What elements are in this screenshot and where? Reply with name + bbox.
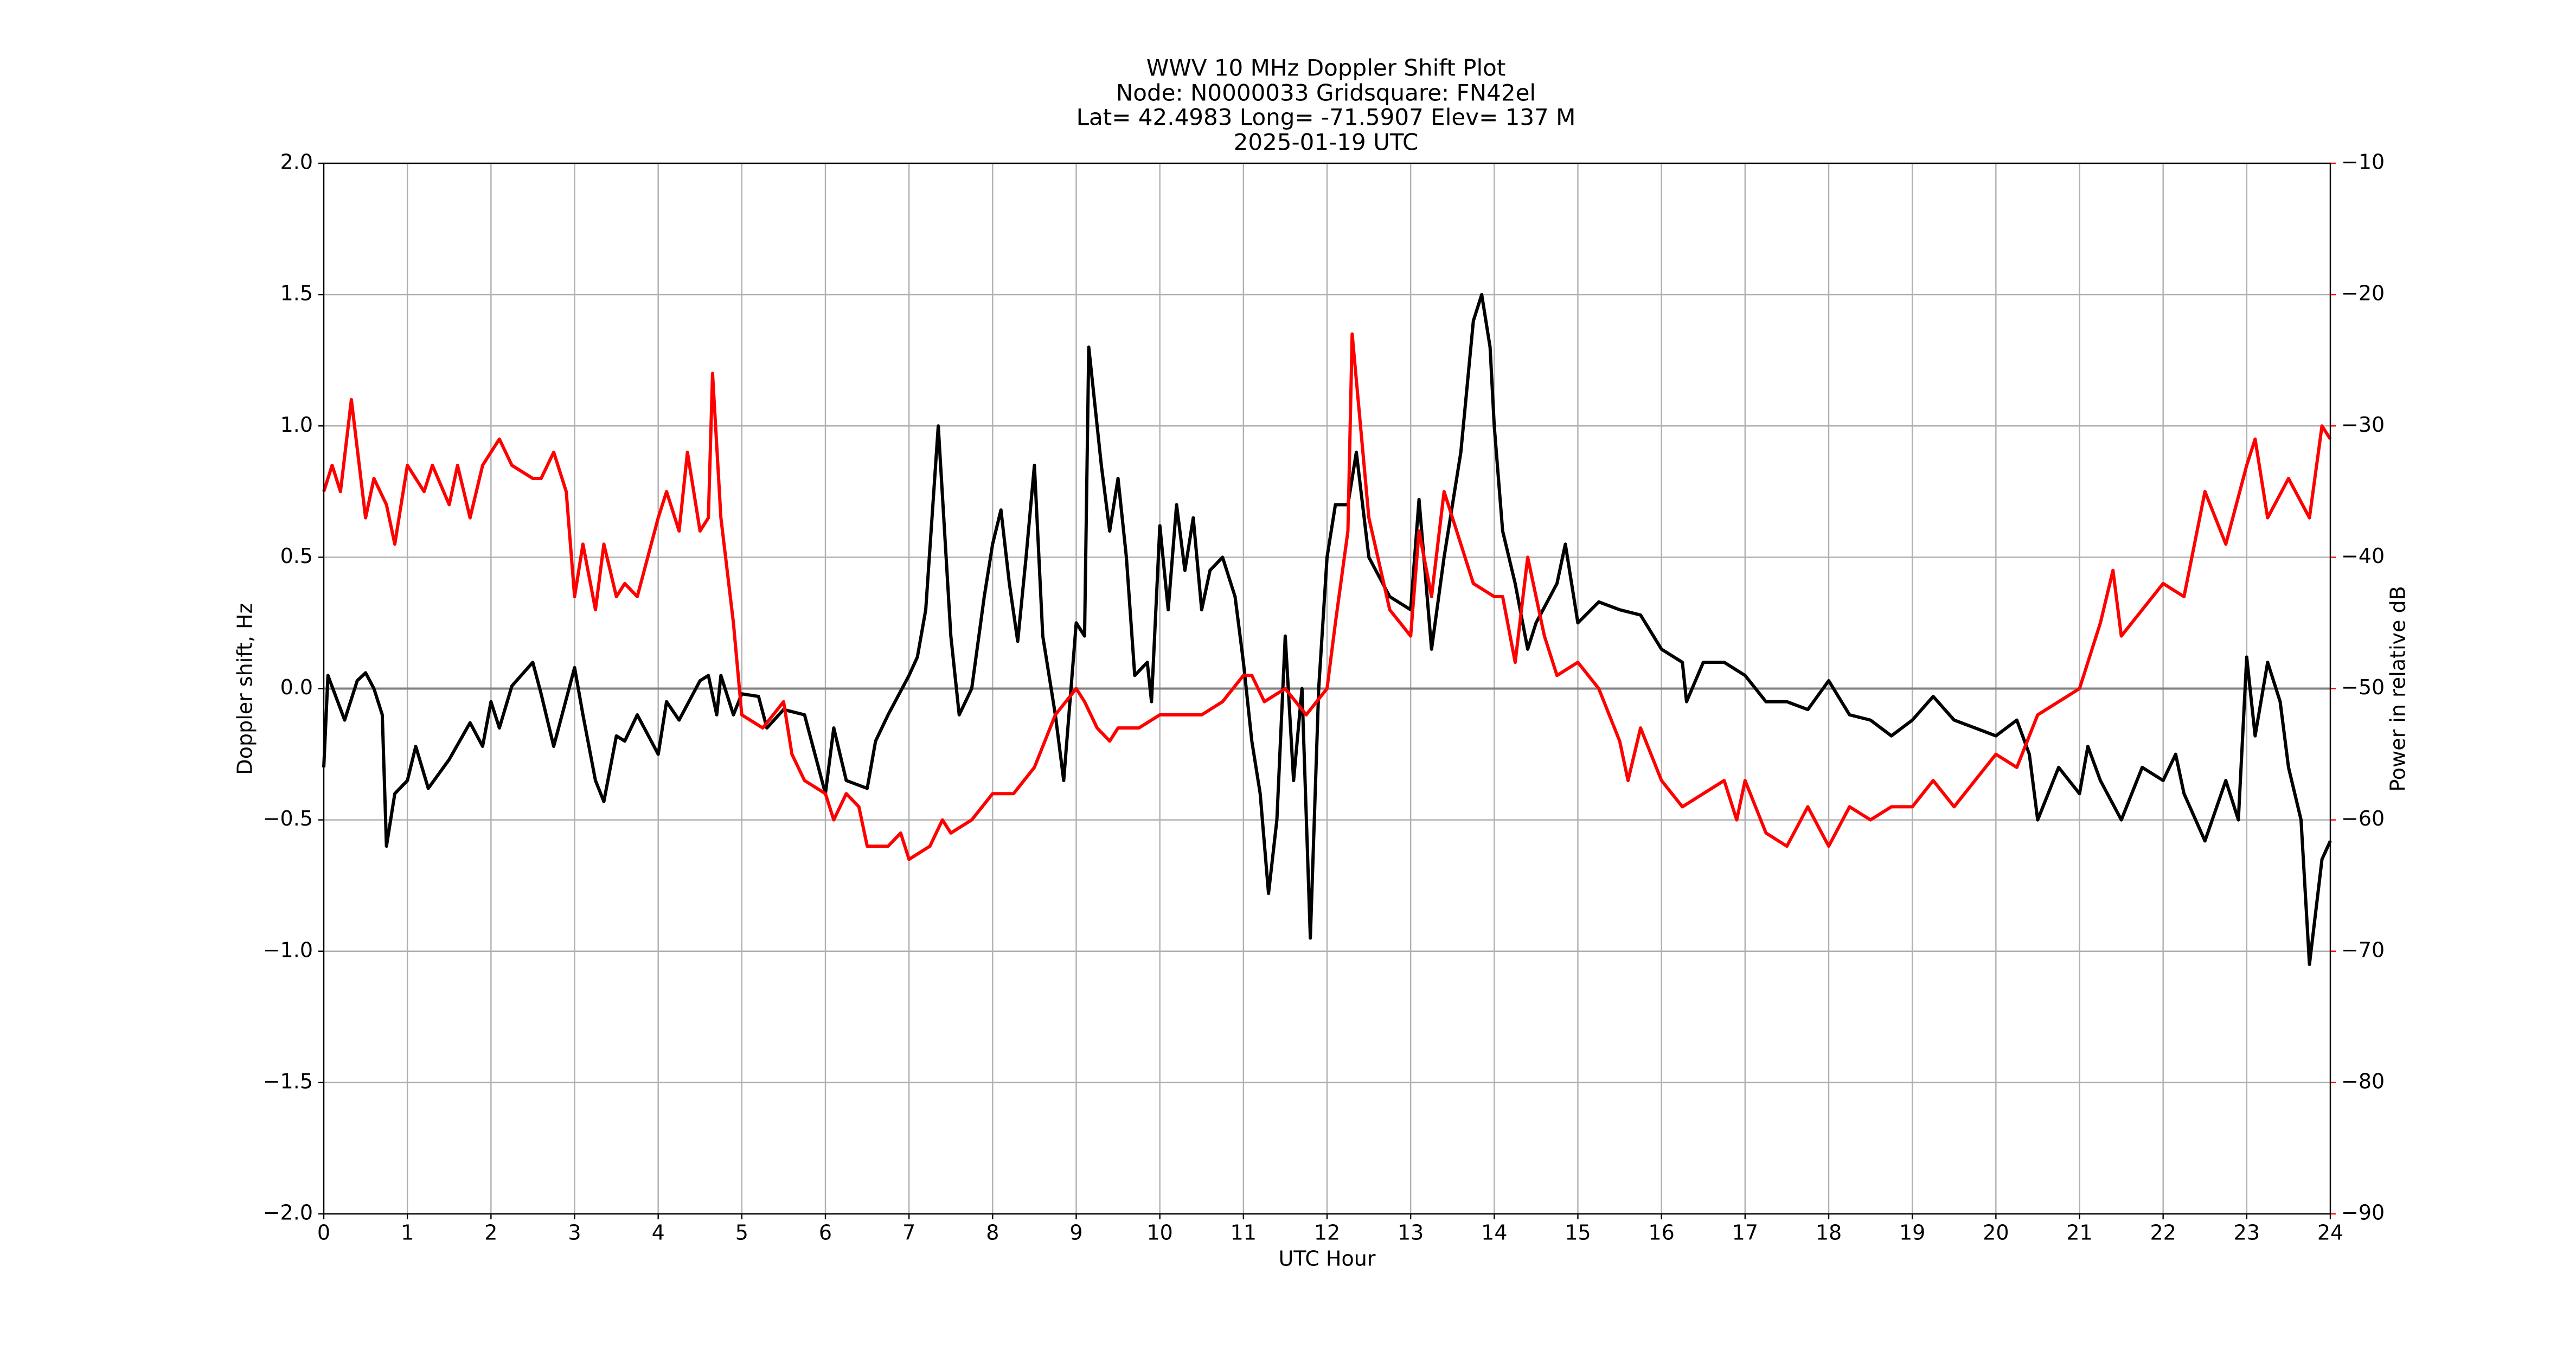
y2-tick-label: −90 bbox=[2341, 1201, 2385, 1225]
x-tick-label: 12 bbox=[1314, 1221, 1340, 1245]
x-tick-label: 6 bbox=[819, 1221, 832, 1245]
y2-tick-label: −20 bbox=[2341, 282, 2385, 305]
x-tick-label: 15 bbox=[1565, 1221, 1591, 1245]
y-axis-label: Doppler shift, Hz bbox=[233, 603, 257, 775]
chart-subtitle: Lat= 42.4983 Long= -71.5907 Elev= 137 M bbox=[1076, 104, 1576, 131]
x-tick-label: 4 bbox=[652, 1221, 665, 1245]
x-tick-label: 3 bbox=[568, 1221, 581, 1245]
y2-tick-label: −80 bbox=[2341, 1069, 2385, 1093]
plot-frame bbox=[323, 162, 2331, 1215]
y2-axis-label: Power in relative dB bbox=[2386, 586, 2410, 791]
y2-tick-label: −10 bbox=[2341, 150, 2385, 174]
x-tick-label: 24 bbox=[2317, 1221, 2343, 1245]
y2-tick-label: −50 bbox=[2341, 675, 2385, 699]
y2-tick-label: −60 bbox=[2341, 807, 2385, 830]
x-tick-label: 14 bbox=[1481, 1221, 1507, 1245]
chart-subtitle: Node: N0000033 Gridsquare: FN42el bbox=[1116, 80, 1536, 106]
y-tick-label: 1.5 bbox=[280, 282, 313, 305]
chart-title: WWV 10 MHz Doppler Shift Plot bbox=[1146, 55, 1506, 81]
y-tick-label: 0.0 bbox=[280, 675, 313, 699]
x-tick-label: 7 bbox=[902, 1221, 915, 1245]
x-tick-label: 21 bbox=[2066, 1221, 2092, 1245]
data-line bbox=[322, 293, 2332, 966]
x-tick-label: 16 bbox=[1648, 1221, 1674, 1245]
y-tick-label: 2.0 bbox=[280, 150, 313, 174]
y-tick-label: −1.5 bbox=[263, 1069, 313, 1093]
x-tick-label: 9 bbox=[1069, 1221, 1082, 1245]
y2-tick-label: −30 bbox=[2341, 413, 2385, 437]
x-tick-label: 20 bbox=[1983, 1221, 2009, 1245]
x-tick-label: 22 bbox=[2150, 1221, 2176, 1245]
x-tick-label: 0 bbox=[317, 1221, 330, 1245]
x-tick-label: 17 bbox=[1732, 1221, 1758, 1245]
x-axis-label: UTC Hour bbox=[1279, 1247, 1376, 1271]
y-tick-label: −0.5 bbox=[263, 807, 313, 830]
x-tick-label: 18 bbox=[1816, 1221, 1842, 1245]
y-tick-label: 0.5 bbox=[280, 544, 313, 568]
x-tick-label: 13 bbox=[1398, 1221, 1424, 1245]
data-line bbox=[322, 332, 2332, 861]
y2-tick-label: −70 bbox=[2341, 938, 2385, 962]
x-tick-label: 11 bbox=[1231, 1221, 1257, 1245]
x-tick-label: 19 bbox=[1899, 1221, 1925, 1245]
y-tick-label: −2.0 bbox=[263, 1201, 313, 1225]
chart-subtitle: 2025-01-19 UTC bbox=[1234, 129, 1419, 156]
y-tick-label: 1.0 bbox=[280, 413, 313, 437]
x-tick-label: 5 bbox=[735, 1221, 748, 1245]
y2-tick-label: −40 bbox=[2341, 544, 2385, 568]
x-tick-label: 23 bbox=[2234, 1221, 2260, 1245]
x-tick-label: 2 bbox=[484, 1221, 497, 1245]
x-tick-label: 10 bbox=[1146, 1221, 1172, 1245]
x-tick-label: 1 bbox=[401, 1221, 414, 1245]
y-tick-label: −1.0 bbox=[263, 938, 313, 962]
x-tick-label: 8 bbox=[986, 1221, 999, 1245]
